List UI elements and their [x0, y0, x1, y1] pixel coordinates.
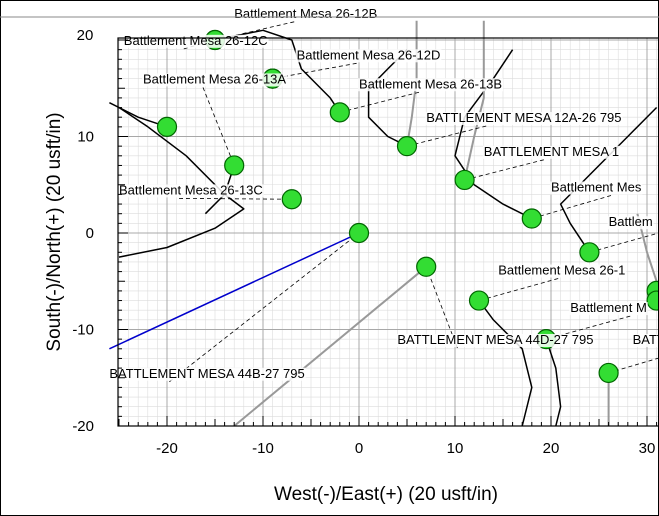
well-marker — [398, 137, 417, 156]
y-tick-label: 0 — [86, 225, 94, 242]
y-tick-label-partial: 20 — [77, 27, 94, 44]
well-label: Battlement Mesa 26-12D — [297, 47, 441, 62]
x-tick-label: 30 — [639, 440, 656, 457]
well-marker — [158, 117, 177, 136]
y-axis-title: South(-)/North(+) (20 usft/in) — [44, 112, 65, 351]
trajectory-line — [479, 301, 532, 426]
well-marker — [330, 103, 349, 122]
well-label: Battlement Mesa 26-1 — [498, 262, 625, 277]
y-tick-label: -20 — [72, 418, 94, 435]
well-labels: Battlement Mesa 26-12B Battlement Mesa 26… — [108, 6, 659, 381]
well-marker — [417, 257, 436, 276]
x-tick-label: -20 — [156, 440, 178, 457]
label-leader — [479, 278, 558, 300]
well-marker — [455, 170, 474, 189]
label-leader — [589, 230, 659, 252]
x-tick-label: -10 — [252, 440, 274, 457]
well-marker — [350, 224, 369, 243]
trajectory-line — [546, 339, 560, 426]
well-marker — [470, 291, 489, 310]
well-label: Battlement Mesa 26-13A — [143, 71, 286, 86]
well-marker — [282, 190, 301, 209]
well-marker — [599, 363, 618, 382]
well-marker — [522, 209, 541, 228]
well-label: Battlement Mesa 26-13B — [359, 76, 502, 91]
y-tick-label: 10 — [77, 129, 94, 146]
well-label: Battlem — [609, 214, 653, 229]
well-label: Battlement M — [570, 300, 647, 315]
well-label: BATTLEMENT MESA 44B-27 795 — [109, 366, 304, 381]
x-tick-label: 0 — [355, 440, 363, 457]
well-label: Battlement Mes — [551, 180, 642, 195]
y-tick-label: -10 — [72, 322, 94, 339]
label-leader — [203, 87, 234, 165]
well-label: BATTLEMENT MESA 1 — [484, 144, 619, 159]
well-label: BATTLEMENT MESA 44D-27 795 — [397, 332, 593, 347]
well-label: BATT — [633, 332, 659, 347]
well-marker — [225, 156, 244, 175]
x-axis-title: West(-)/East(+) (20 usft/in) — [274, 484, 498, 505]
well-label: BATTLEMENT MESA 12A-26 795 — [426, 110, 621, 125]
tick-labels: -20 -10 0 10 20 30 -20 -10 0 10 — [72, 129, 655, 458]
x-tick-label: 10 — [447, 440, 464, 457]
x-tick-label: 20 — [543, 440, 560, 457]
well-label: Battlement Mesa 26-12C — [124, 33, 268, 48]
well-marker — [580, 243, 599, 262]
well-label: Battlement Mesa 26-12B — [234, 6, 377, 21]
well-label: Battlement Mesa 26-13C — [119, 182, 263, 197]
